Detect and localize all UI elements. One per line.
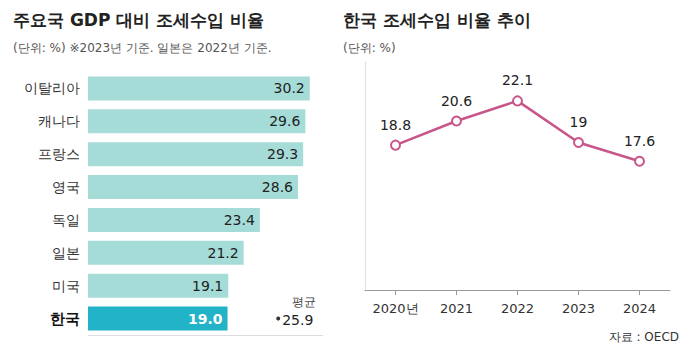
svg-text:19: 19 bbox=[570, 114, 588, 130]
svg-text:자료 : OECD: 자료 : OECD bbox=[609, 330, 679, 344]
svg-text:영국: 영국 bbox=[52, 179, 80, 195]
svg-text:2020년: 2020년 bbox=[372, 301, 418, 316]
svg-text:25.9: 25.9 bbox=[282, 312, 313, 328]
svg-text:2022: 2022 bbox=[501, 301, 534, 316]
svg-text:(단위: %) ※2023년 기준. 일본은 2022년 기: (단위: %) ※2023년 기준. 일본은 2022년 기준. bbox=[13, 41, 271, 55]
svg-text:2023: 2023 bbox=[562, 301, 595, 316]
svg-text:17.6: 17.6 bbox=[624, 133, 655, 149]
svg-text:2021: 2021 bbox=[440, 301, 473, 316]
svg-text:캐나다: 캐나다 bbox=[38, 113, 80, 129]
svg-text:29.6: 29.6 bbox=[269, 113, 300, 129]
svg-text:한국: 한국 bbox=[50, 310, 80, 328]
svg-text:21.2: 21.2 bbox=[208, 245, 239, 261]
svg-text:20.6: 20.6 bbox=[441, 93, 472, 109]
svg-text:2024: 2024 bbox=[623, 301, 656, 316]
svg-text:(단위: %): (단위: %) bbox=[343, 41, 396, 55]
svg-text:29.3: 29.3 bbox=[267, 146, 298, 162]
svg-text:19.1: 19.1 bbox=[192, 278, 223, 294]
svg-text:22.1: 22.1 bbox=[502, 72, 533, 88]
svg-text:이탈리아: 이탈리아 bbox=[24, 80, 80, 96]
svg-text:평균: 평균 bbox=[292, 295, 316, 309]
svg-text:프랑스: 프랑스 bbox=[38, 146, 80, 162]
svg-text:28.6: 28.6 bbox=[262, 179, 293, 195]
svg-text:19.0: 19.0 bbox=[188, 311, 223, 327]
svg-text:주요국 GDP 대비 조세수입 비율: 주요국 GDP 대비 조세수입 비율 bbox=[13, 10, 264, 30]
svg-text:30.2: 30.2 bbox=[274, 80, 305, 96]
svg-text:독일: 독일 bbox=[52, 212, 80, 228]
svg-text:일본: 일본 bbox=[52, 245, 80, 261]
svg-text:23.4: 23.4 bbox=[224, 212, 255, 228]
svg-text:한국 조세수입 비율 추이: 한국 조세수입 비율 추이 bbox=[343, 10, 531, 30]
svg-text:18.8: 18.8 bbox=[380, 117, 411, 133]
svg-text:미국: 미국 bbox=[52, 278, 80, 294]
